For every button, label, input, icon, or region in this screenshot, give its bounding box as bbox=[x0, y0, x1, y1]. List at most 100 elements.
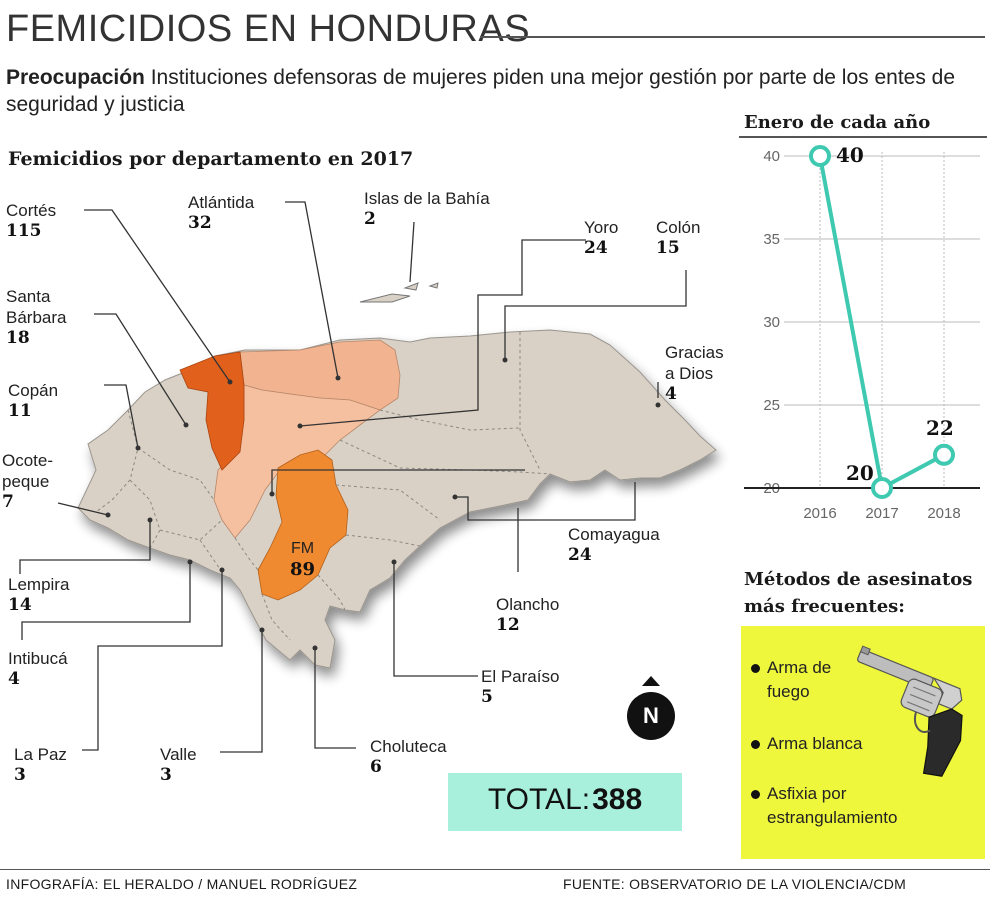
label-fm: FM 89 bbox=[290, 538, 315, 580]
method-label: Arma blanca bbox=[767, 734, 863, 753]
method-item: Asfixia por estrangulamiento bbox=[751, 782, 947, 830]
label-el-paraiso: El Paraíso 5 bbox=[481, 666, 559, 708]
label-ocotepeque: Ocote-peque 7 bbox=[2, 450, 72, 513]
map-leader-dots bbox=[105, 357, 661, 651]
dept-value: 14 bbox=[8, 595, 32, 615]
honduras-map bbox=[19, 201, 717, 753]
map-islas-bahia-2 bbox=[403, 282, 419, 291]
footer-source: FUENTE: OBSERVATORIO DE LA VIOLENCIA/CDM bbox=[563, 876, 907, 892]
method-label: Arma de fuego bbox=[767, 658, 832, 701]
map-leader-lines bbox=[19, 201, 687, 753]
chart-ytick-label: 40 bbox=[763, 148, 780, 165]
label-cortes: Cortés 115 bbox=[6, 200, 56, 242]
label-yoro: Yoro 24 bbox=[584, 217, 618, 259]
subtitle: Preocupación Instituciones defensoras de… bbox=[6, 64, 981, 118]
bullet-icon bbox=[751, 790, 760, 799]
subtitle-text: Instituciones defensoras de mujeres pide… bbox=[6, 66, 956, 116]
total-text: TOTAL:388 bbox=[448, 783, 682, 817]
dept-name: Islas de la Bahía bbox=[364, 189, 490, 208]
dept-name: La Paz bbox=[14, 745, 67, 764]
dept-value: 32 bbox=[188, 213, 212, 233]
bullet-icon bbox=[751, 740, 760, 749]
title-rule bbox=[480, 36, 985, 38]
dept-value: 7 bbox=[2, 492, 14, 512]
dept-name: Copán bbox=[8, 381, 59, 400]
label-colon: Colón 15 bbox=[656, 217, 700, 259]
label-olancho: Olancho 12 bbox=[496, 594, 559, 636]
chart-title: Enero de cada año bbox=[744, 112, 931, 133]
dept-value: 24 bbox=[584, 238, 608, 258]
chart-xtick-label: 2017 bbox=[865, 505, 898, 522]
dept-name: Colón bbox=[656, 218, 701, 237]
chart-title-rule bbox=[739, 136, 987, 138]
bullet-icon bbox=[751, 664, 760, 673]
map-borders bbox=[95, 332, 551, 641]
methods-heading: Métodos de asesinatos más frecuentes: bbox=[744, 569, 973, 617]
map-islas-bahia bbox=[359, 293, 411, 303]
dept-value: 11 bbox=[8, 401, 32, 421]
label-copan: Copán 11 bbox=[8, 380, 58, 422]
map-heading: Femicidios por departamento en 2017 bbox=[8, 148, 414, 170]
dept-name: Intibucá bbox=[8, 649, 68, 668]
dept-name: Atlántida bbox=[188, 193, 255, 212]
chart-data-label: 40 bbox=[836, 143, 864, 167]
chart-ytick-label: 35 bbox=[763, 231, 780, 248]
dept-name: Cortés bbox=[6, 201, 57, 220]
chart-xtick-label: 2018 bbox=[927, 505, 960, 522]
chart-data-label: 22 bbox=[926, 416, 954, 440]
footer-credit: INFOGRAFÍA: EL HERALDO / MANUEL RODRÍGUE… bbox=[6, 876, 358, 892]
dept-name: Ocote-peque bbox=[2, 451, 54, 491]
method-label: Asfixia por estrangulamiento bbox=[767, 784, 898, 827]
dept-value: 3 bbox=[160, 765, 172, 785]
compass-icon: N bbox=[627, 692, 675, 740]
dept-name: Lempira bbox=[8, 575, 70, 594]
label-comayagua: Comayagua 24 bbox=[568, 524, 660, 566]
label-valle: Valle 3 bbox=[160, 744, 197, 786]
chart-data-point bbox=[871, 477, 893, 499]
dept-name: Santa Bárbara bbox=[6, 287, 67, 327]
total-label: TOTAL: bbox=[487, 783, 591, 816]
page-title: FEMICIDIOS EN HONDURAS bbox=[6, 8, 531, 50]
dept-value: 6 bbox=[370, 757, 382, 777]
dept-value: 5 bbox=[481, 687, 493, 707]
subtitle-bold: Preocupación bbox=[6, 66, 145, 89]
label-gracias-a-dios: Gracias a Dios 4 bbox=[665, 342, 737, 405]
dept-name: FM bbox=[290, 540, 315, 557]
dept-value: 18 bbox=[6, 328, 30, 348]
dept-value: 4 bbox=[665, 384, 677, 404]
map-islas-bahia-3 bbox=[428, 282, 439, 289]
label-islas-bahia: Islas de la Bahía 2 bbox=[364, 188, 490, 230]
chart-data-label: 20 bbox=[846, 461, 874, 485]
methods-box: Arma de fuego Arma blanca Asfixia por es… bbox=[741, 626, 985, 859]
chart-ytick-label: 30 bbox=[763, 314, 780, 331]
chart-data-point bbox=[933, 443, 955, 466]
total-box: TOTAL:388 bbox=[448, 773, 682, 831]
label-la-paz: La Paz 3 bbox=[14, 744, 67, 786]
dept-name: Valle bbox=[160, 745, 197, 764]
dept-value: 24 bbox=[568, 545, 592, 565]
dept-name: Yoro bbox=[584, 218, 619, 237]
dept-name: Olancho bbox=[496, 595, 560, 614]
footer-rule bbox=[0, 869, 990, 870]
dept-value: 3 bbox=[14, 765, 26, 785]
revolver-icon bbox=[857, 645, 963, 777]
label-intibuca: Intibucá 4 bbox=[8, 648, 68, 690]
label-atlantida: Atlántida 32 bbox=[188, 192, 254, 234]
dept-name: Choluteca bbox=[370, 737, 447, 756]
dept-value: 4 bbox=[8, 669, 20, 689]
label-lempira: Lempira 14 bbox=[8, 574, 69, 616]
dept-value: 89 bbox=[290, 559, 316, 580]
dept-value: 12 bbox=[496, 615, 520, 635]
dept-value: 15 bbox=[656, 238, 680, 258]
total-value: 388 bbox=[592, 783, 643, 816]
label-choluteca: Choluteca 6 bbox=[370, 736, 447, 778]
label-santa-barbara: Santa Bárbara 18 bbox=[6, 286, 96, 349]
method-item: Arma blanca bbox=[751, 732, 862, 756]
dept-name: Comayagua bbox=[568, 525, 660, 544]
method-item: Arma de fuego bbox=[751, 656, 847, 704]
north-arrow-icon bbox=[642, 676, 660, 686]
dept-value: 115 bbox=[6, 221, 42, 241]
chart-data-point bbox=[809, 145, 831, 167]
chart-ytick-label: 25 bbox=[763, 397, 780, 414]
